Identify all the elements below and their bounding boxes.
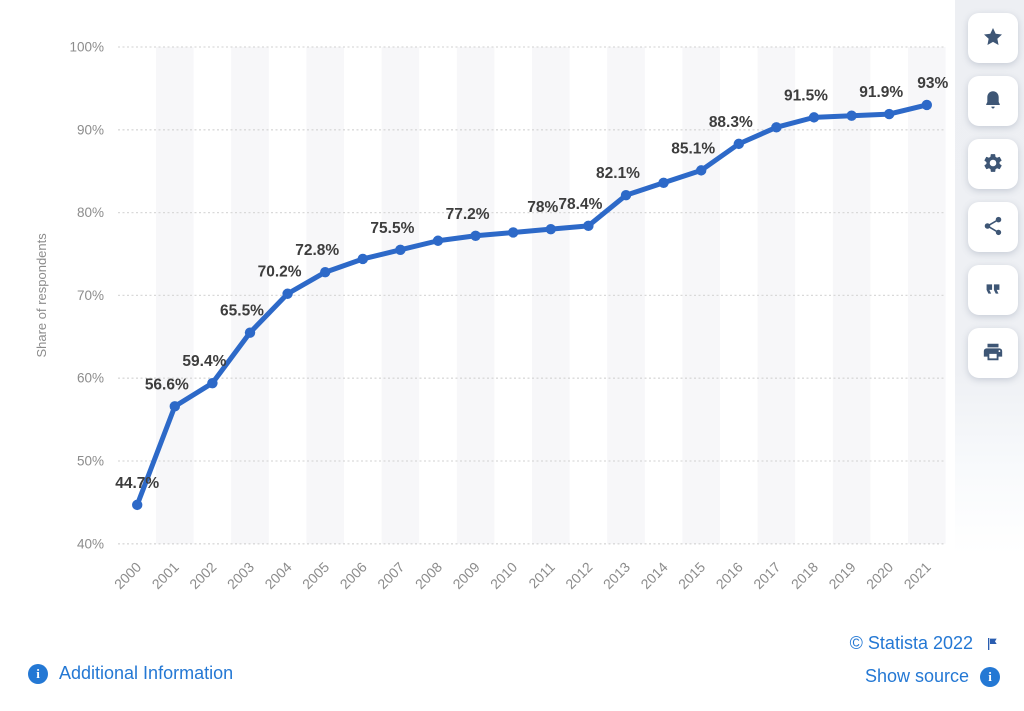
- bell-icon: [982, 89, 1004, 114]
- data-point[interactable]: [884, 108, 895, 120]
- share-button[interactable]: [968, 202, 1018, 252]
- data-point[interactable]: [545, 223, 556, 235]
- svg-text:2000: 2000: [111, 559, 144, 592]
- show-source-label: Show source: [864, 666, 969, 686]
- svg-text:60%: 60%: [77, 371, 104, 386]
- svg-text:91.5%: 91.5%: [784, 87, 828, 104]
- svg-text:2001: 2001: [149, 559, 182, 592]
- svg-text:77.2%: 77.2%: [446, 206, 490, 223]
- data-point[interactable]: [583, 220, 594, 232]
- svg-text:78.4%: 78.4%: [558, 196, 602, 213]
- printer-icon: [982, 341, 1004, 366]
- svg-text:70.2%: 70.2%: [258, 264, 302, 281]
- svg-text:2013: 2013: [600, 559, 633, 592]
- svg-text:2004: 2004: [261, 559, 294, 592]
- data-point[interactable]: [620, 190, 632, 201]
- data-points: [132, 99, 932, 511]
- svg-text:88.3%: 88.3%: [709, 114, 753, 131]
- svg-text:100%: 100%: [69, 40, 104, 55]
- chart-toolbar: [955, 0, 1024, 711]
- svg-text:75.5%: 75.5%: [370, 220, 414, 237]
- data-point[interactable]: [432, 235, 444, 246]
- x-axis-ticks: 2000 2001 2002 2003 2004 2005 2006 2007 2008 2009…: [111, 559, 934, 592]
- svg-text:93%: 93%: [917, 75, 948, 92]
- additional-information-label: Additional Information: [59, 663, 234, 683]
- data-point[interactable]: [207, 377, 218, 389]
- data-point[interactable]: [696, 165, 707, 176]
- data-labels: 44.7% 56.6% 59.4% 65.5% 70.2% 72.8% 75.5% 77.2%…: [115, 75, 948, 492]
- svg-text:44.7%: 44.7%: [115, 475, 159, 492]
- svg-text:65.5%: 65.5%: [220, 303, 264, 320]
- quote-icon: [982, 278, 1004, 303]
- data-point[interactable]: [320, 267, 331, 278]
- svg-text:91.9%: 91.9%: [859, 84, 903, 101]
- data-point[interactable]: [846, 110, 857, 121]
- svg-text:72.8%: 72.8%: [295, 242, 339, 259]
- svg-text:2016: 2016: [713, 559, 746, 592]
- svg-text:2019: 2019: [825, 559, 858, 592]
- data-point[interactable]: [244, 327, 256, 338]
- share-icon: [982, 215, 1004, 240]
- svg-text:82.1%: 82.1%: [596, 165, 640, 182]
- svg-text:2003: 2003: [224, 559, 257, 592]
- svg-text:2020: 2020: [863, 559, 896, 592]
- svg-text:2010: 2010: [487, 559, 520, 592]
- series-line: [134, 102, 930, 508]
- copyright-label: © Statista 2022: [849, 633, 973, 653]
- additional-information-link[interactable]: i Additional Information: [28, 663, 233, 684]
- svg-text:2015: 2015: [675, 559, 708, 592]
- info-icon: i: [980, 666, 1000, 687]
- svg-text:2021: 2021: [901, 559, 934, 592]
- data-point[interactable]: [282, 288, 293, 299]
- svg-text:2008: 2008: [412, 559, 445, 592]
- svg-text:2011: 2011: [525, 559, 558, 592]
- data-point[interactable]: [357, 253, 368, 265]
- svg-text:40%: 40%: [77, 536, 104, 551]
- cite-button[interactable]: [968, 265, 1018, 315]
- print-button[interactable]: [968, 328, 1018, 378]
- svg-text:2017: 2017: [750, 559, 783, 592]
- show-source-link[interactable]: Show source i: [865, 666, 1000, 687]
- svg-text:2012: 2012: [562, 559, 595, 592]
- line-chart: 100% 90% 80% 70% 60% 50% 40% Share of responden…: [34, 40, 949, 593]
- svg-text:85.1%: 85.1%: [671, 140, 715, 157]
- data-point[interactable]: [132, 499, 143, 511]
- y-axis-ticks: 100% 90% 80% 70% 60% 50% 40%: [69, 40, 104, 552]
- svg-text:2014: 2014: [637, 559, 670, 592]
- data-point[interactable]: [508, 227, 519, 238]
- flag-icon: [984, 636, 1000, 652]
- notifications-button[interactable]: [968, 76, 1018, 126]
- settings-button[interactable]: [968, 139, 1018, 189]
- data-point[interactable]: [733, 138, 744, 150]
- data-point[interactable]: [808, 112, 820, 123]
- svg-text:70%: 70%: [77, 288, 104, 303]
- svg-text:2006: 2006: [337, 559, 370, 592]
- favorite-button[interactable]: [968, 13, 1018, 63]
- data-point[interactable]: [771, 122, 782, 133]
- star-icon: [982, 26, 1004, 51]
- y-axis-title: Share of respondents: [34, 233, 49, 358]
- svg-text:50%: 50%: [77, 454, 104, 469]
- data-point[interactable]: [921, 99, 932, 111]
- gear-icon: [982, 152, 1004, 177]
- statista-copyright-link[interactable]: © Statista 2022: [850, 633, 1000, 654]
- svg-text:78%: 78%: [527, 199, 558, 216]
- data-point[interactable]: [395, 244, 406, 256]
- svg-text:2009: 2009: [449, 559, 482, 592]
- svg-text:2007: 2007: [374, 559, 407, 592]
- svg-text:80%: 80%: [77, 205, 104, 220]
- svg-text:56.6%: 56.6%: [145, 376, 189, 393]
- data-point[interactable]: [169, 401, 180, 412]
- info-icon: i: [28, 663, 48, 684]
- svg-text:90%: 90%: [77, 122, 104, 137]
- svg-text:59.4%: 59.4%: [182, 353, 226, 370]
- svg-text:2002: 2002: [186, 559, 219, 592]
- gridlines: [118, 46, 945, 545]
- svg-text:2018: 2018: [788, 559, 821, 592]
- data-point[interactable]: [658, 177, 669, 188]
- data-point[interactable]: [470, 230, 481, 241]
- svg-text:2005: 2005: [299, 559, 332, 592]
